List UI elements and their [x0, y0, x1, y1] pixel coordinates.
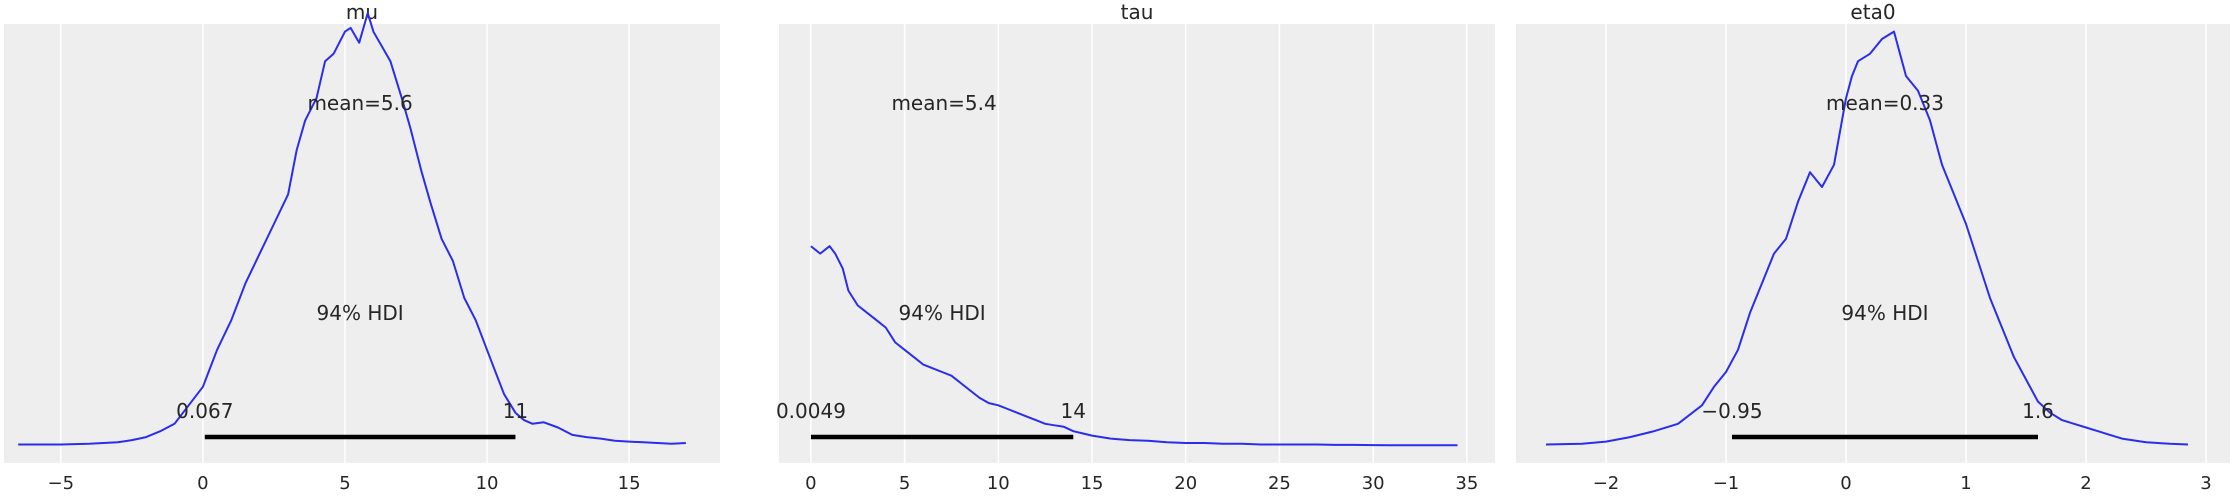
- x-tick-label: −2: [1593, 473, 1620, 494]
- x-tick-label: 1: [1960, 473, 1971, 494]
- density-curve: [810, 245, 1458, 447]
- x-tick-label: 0: [197, 473, 208, 494]
- x-tick-label: 5: [339, 473, 350, 494]
- x-tick-label: 2: [2080, 473, 2091, 494]
- x-tick-label: 30: [1362, 473, 1385, 494]
- x-tick-label: −1: [1713, 473, 1740, 494]
- hdi-label: 94% HDI: [317, 301, 404, 325]
- panel-title: mu: [346, 0, 378, 24]
- hdi-lower-label: 0.067: [176, 399, 233, 423]
- x-tick-label: 5: [899, 473, 910, 494]
- x-tick-label: 15: [618, 473, 641, 494]
- x-tick-label: 15: [1081, 473, 1104, 494]
- panel-eta0: −2 −1 0 1 2 3 eta0 −0.95 1.6 mean=0.33 94% HDI: [1516, 0, 2230, 494]
- density-curve: [1545, 30, 2189, 446]
- x-tick-label: 10: [476, 473, 499, 494]
- x-tick-label: 0: [805, 473, 816, 494]
- axes-background: [4, 24, 720, 463]
- hdi-lower-label: 0.0049: [776, 399, 846, 423]
- x-tick-label: 35: [1455, 473, 1478, 494]
- panel-title: tau: [1121, 0, 1154, 24]
- axes-background: [1516, 24, 2230, 463]
- x-tick-label: −5: [48, 473, 75, 494]
- hdi-lower-label: −0.95: [1701, 399, 1762, 423]
- mean-label: mean=5.6: [307, 91, 412, 115]
- mean-label: mean=0.33: [1826, 91, 1944, 115]
- x-tick-label: 10: [987, 473, 1010, 494]
- hdi-label: 94% HDI: [899, 301, 986, 325]
- panel-tau: 0 5 10 15 20 25 30 35 tau 0.0049 14 mean=5.4 94% HDI: [776, 0, 1495, 494]
- hdi-label: 94% HDI: [1841, 301, 1928, 325]
- panel-mu: −5 0 5 10 15 mu 0.067 11 mean=5.6 94% HDI: [4, 0, 720, 494]
- x-tick-label: 0: [1840, 473, 1851, 494]
- x-tick-label: 25: [1268, 473, 1291, 494]
- axes-background: [779, 24, 1495, 463]
- hdi-upper-label: 14: [1061, 399, 1086, 423]
- mean-label: mean=5.4: [891, 91, 996, 115]
- x-tick-label: 3: [2200, 473, 2211, 494]
- density-curve: [18, 12, 686, 446]
- panel-title: eta0: [1850, 0, 1895, 24]
- hdi-upper-label: 1.6: [2022, 399, 2054, 423]
- x-tick-label: 20: [1174, 473, 1197, 494]
- hdi-upper-label: 11: [503, 399, 528, 423]
